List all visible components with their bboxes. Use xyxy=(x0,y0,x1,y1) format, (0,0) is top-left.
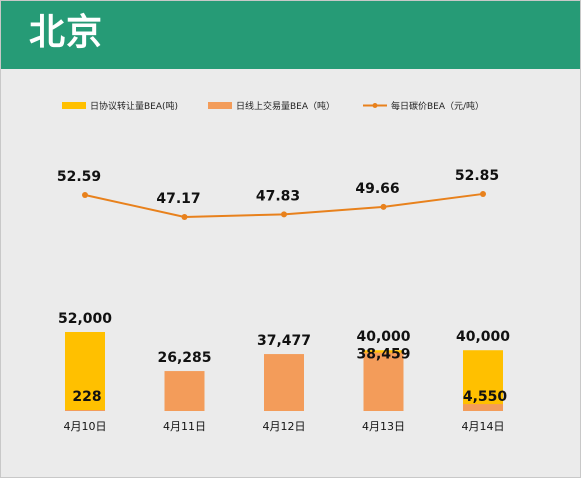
x-tick-label: 4月10日 xyxy=(64,420,107,433)
data-label-price: 47.17 xyxy=(156,191,200,207)
title-banner: 北京 xyxy=(1,1,580,69)
bar-agreement xyxy=(65,332,105,411)
price-point xyxy=(480,190,486,197)
x-tick-label: 4月11日 xyxy=(163,420,206,433)
data-label-price: 47.83 xyxy=(256,188,300,204)
labels-layer: 52,000 228 4月10日 26,285 4月11日 37,477 4月12日 40,0… xyxy=(57,168,510,433)
data-label-agreement: 40,000 xyxy=(356,329,410,345)
price-point xyxy=(181,214,188,220)
bar-online xyxy=(463,404,503,411)
price-point xyxy=(380,203,387,210)
data-label-online: 4,550 xyxy=(463,389,508,405)
data-label-price: 49.66 xyxy=(355,181,399,197)
x-tick-label: 4月14日 xyxy=(462,420,505,433)
legend-swatch-online xyxy=(208,102,232,109)
legend: 日协议转让量BEA(吨) 日线上交易量BEA（吨） 每日碳价BEA（元/吨） xyxy=(62,100,484,112)
bars-layer xyxy=(65,332,503,411)
price-point xyxy=(82,192,88,198)
x-tick-label: 4月12日 xyxy=(263,420,306,433)
data-label-agreement: 40,000 xyxy=(456,329,510,345)
bar-agreement xyxy=(463,350,503,411)
data-label-online: 38,459 xyxy=(356,347,410,363)
data-label-online: 37,477 xyxy=(257,333,311,349)
data-label-agreement: 52,000 xyxy=(58,311,112,327)
bar-online xyxy=(363,352,404,411)
data-label-price: 52.59 xyxy=(57,169,101,185)
legend-label-price: 每日碳价BEA（元/吨） xyxy=(391,100,484,112)
bar-online xyxy=(164,371,205,411)
data-label-online: 26,285 xyxy=(157,350,211,366)
data-label-online: 228 xyxy=(72,389,101,405)
price-point xyxy=(281,211,287,218)
page-title: 北京 xyxy=(29,12,104,53)
data-label-price: 52.85 xyxy=(455,168,499,184)
legend-swatch-agreement xyxy=(62,102,86,109)
legend-label-agreement: 日协议转让量BEA(吨) xyxy=(90,100,178,112)
legend-label-online: 日线上交易量BEA（吨） xyxy=(236,100,335,112)
price-line-layer xyxy=(82,190,486,220)
legend-marker-price xyxy=(372,103,378,108)
x-tick-label: 4月13日 xyxy=(362,420,405,433)
bar-online xyxy=(264,354,304,411)
bar-online xyxy=(65,410,105,411)
